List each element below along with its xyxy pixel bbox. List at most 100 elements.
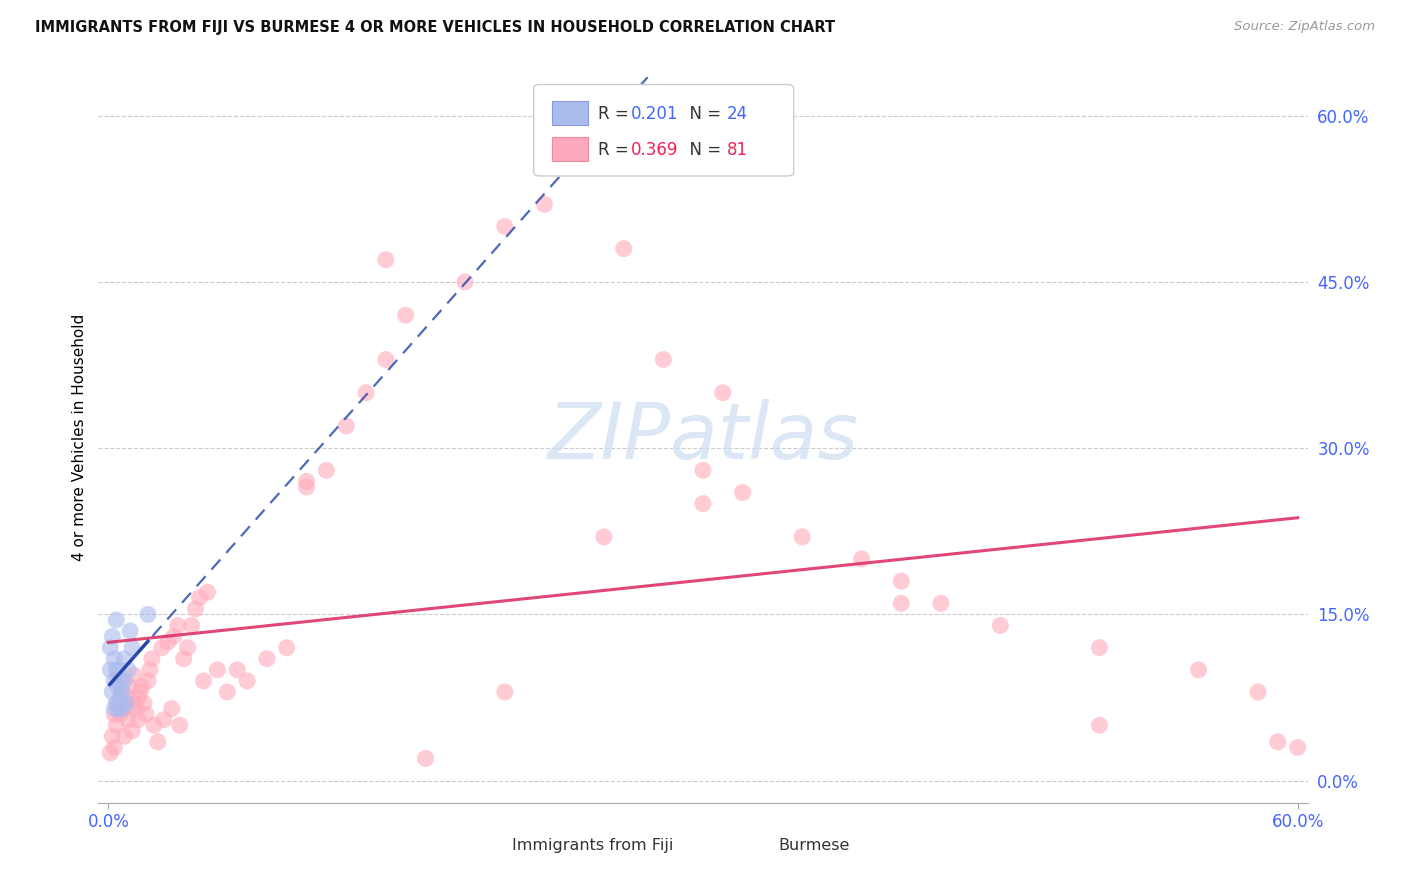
- Point: [711, 385, 734, 400]
- Point: [142, 718, 165, 732]
- Point: [107, 696, 129, 710]
- Bar: [551, 102, 588, 126]
- Point: [107, 701, 129, 715]
- Point: [790, 530, 813, 544]
- Text: IMMIGRANTS FROM FIJI VS BURMESE 4 OR MORE VEHICLES IN HOUSEHOLD CORRELATION CHAR: IMMIGRANTS FROM FIJI VS BURMESE 4 OR MOR…: [35, 20, 835, 35]
- Point: [117, 690, 139, 705]
- Point: [890, 574, 912, 589]
- Point: [111, 685, 134, 699]
- Point: [101, 685, 124, 699]
- Point: [120, 624, 142, 638]
- Point: [1247, 685, 1270, 699]
- Point: [533, 197, 555, 211]
- Point: [166, 618, 188, 632]
- Point: [141, 651, 163, 665]
- Point: [374, 252, 396, 267]
- Text: 24: 24: [727, 105, 748, 123]
- Point: [315, 463, 337, 477]
- Point: [160, 701, 183, 715]
- Point: [593, 530, 616, 544]
- Point: [207, 663, 229, 677]
- Point: [125, 701, 148, 715]
- Point: [105, 663, 128, 677]
- Point: [105, 696, 128, 710]
- Point: [103, 740, 125, 755]
- Point: [692, 463, 714, 477]
- Point: [692, 497, 714, 511]
- Point: [929, 596, 952, 610]
- Point: [117, 713, 139, 727]
- Point: [112, 673, 135, 688]
- Point: [103, 701, 125, 715]
- Text: ZIPatlas: ZIPatlas: [547, 399, 859, 475]
- Point: [98, 663, 121, 677]
- Point: [110, 673, 132, 688]
- Point: [127, 713, 149, 727]
- Point: [115, 696, 138, 710]
- Point: [415, 751, 437, 765]
- Point: [494, 219, 516, 234]
- Point: [335, 419, 357, 434]
- Point: [107, 663, 129, 677]
- Text: R =: R =: [598, 141, 634, 159]
- Text: Source: ZipAtlas.com: Source: ZipAtlas.com: [1234, 20, 1375, 33]
- Point: [731, 485, 754, 500]
- Point: [135, 707, 157, 722]
- Point: [107, 673, 129, 688]
- Point: [295, 475, 318, 489]
- Bar: [551, 137, 588, 161]
- Point: [146, 735, 169, 749]
- Point: [169, 718, 191, 732]
- Point: [110, 707, 132, 722]
- Point: [117, 663, 139, 677]
- Point: [136, 607, 159, 622]
- Point: [193, 673, 215, 688]
- Point: [1187, 663, 1209, 677]
- Point: [121, 723, 143, 738]
- Point: [107, 680, 129, 694]
- Point: [122, 668, 145, 682]
- Point: [136, 673, 159, 688]
- Point: [103, 707, 125, 722]
- Point: [127, 690, 149, 705]
- Point: [217, 685, 239, 699]
- Point: [98, 640, 121, 655]
- Point: [1088, 640, 1111, 655]
- Text: N =: N =: [679, 105, 725, 123]
- Point: [101, 729, 124, 743]
- Text: 0.201: 0.201: [630, 105, 678, 123]
- Point: [111, 685, 134, 699]
- Point: [494, 685, 516, 699]
- Point: [111, 701, 134, 715]
- Point: [180, 618, 202, 632]
- Point: [129, 685, 152, 699]
- Point: [156, 635, 179, 649]
- Point: [173, 651, 195, 665]
- Point: [184, 602, 207, 616]
- Point: [454, 275, 477, 289]
- Point: [1286, 740, 1309, 755]
- Point: [276, 640, 298, 655]
- Point: [226, 663, 249, 677]
- Point: [1088, 718, 1111, 732]
- Point: [105, 718, 128, 732]
- Point: [613, 242, 636, 256]
- Point: [1267, 735, 1289, 749]
- Text: 81: 81: [727, 141, 748, 159]
- FancyBboxPatch shape: [534, 85, 793, 176]
- Point: [890, 596, 912, 610]
- Y-axis label: 4 or more Vehicles in Household: 4 or more Vehicles in Household: [72, 313, 87, 561]
- Point: [103, 673, 125, 688]
- Point: [122, 696, 145, 710]
- Point: [98, 746, 121, 760]
- Point: [115, 701, 138, 715]
- Point: [103, 651, 125, 665]
- Text: 0.369: 0.369: [630, 141, 678, 159]
- Point: [295, 480, 318, 494]
- Text: N =: N =: [679, 141, 725, 159]
- Point: [112, 651, 135, 665]
- Point: [197, 585, 219, 599]
- Point: [121, 640, 143, 655]
- Point: [101, 630, 124, 644]
- Point: [395, 308, 418, 322]
